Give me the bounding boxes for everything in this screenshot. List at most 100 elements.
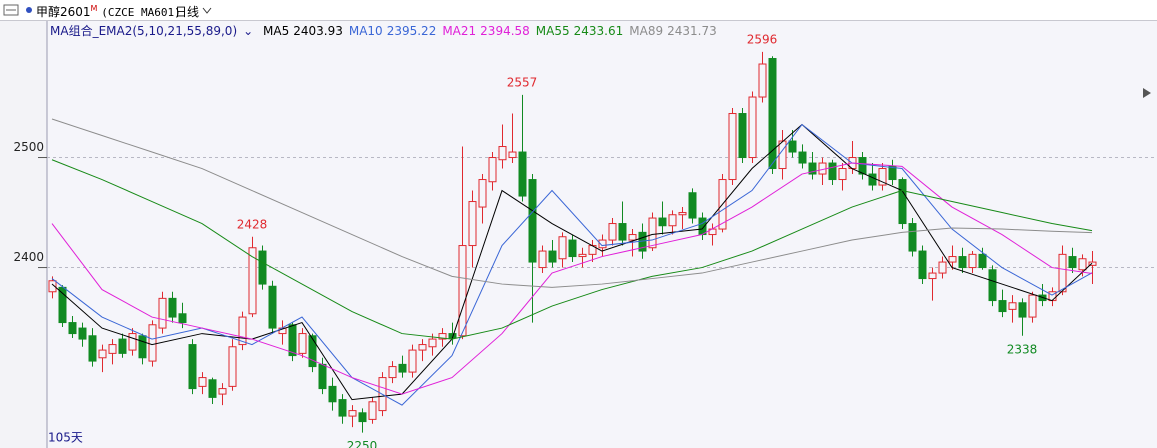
ma-line xyxy=(51,162,1093,395)
candle-body xyxy=(668,214,677,227)
legend-name: MA55 xyxy=(535,24,570,38)
candle-body xyxy=(528,179,537,263)
candle-body xyxy=(1078,258,1087,271)
candle-body xyxy=(998,300,1007,313)
legend-item: MA89 2431.73 xyxy=(629,24,716,38)
candle-body xyxy=(778,140,787,170)
candle-body xyxy=(828,162,837,181)
candle-body xyxy=(148,324,157,362)
candle-body xyxy=(68,322,77,335)
symbol-flag: M xyxy=(90,4,98,13)
candle-body xyxy=(538,250,547,269)
candle-body xyxy=(978,253,987,269)
candle-body xyxy=(228,346,237,387)
candle-body xyxy=(468,201,477,247)
candle-body xyxy=(608,223,617,241)
symbol-title[interactable]: 甲醇2601M (CZCE MA601) xyxy=(36,3,181,20)
legend-name: MA10 xyxy=(348,24,383,38)
bullet-icon xyxy=(26,7,32,13)
candle-body xyxy=(1028,294,1037,318)
candle-body xyxy=(548,250,557,263)
candle-body xyxy=(268,285,277,329)
candle-body xyxy=(838,168,847,181)
candle-body xyxy=(328,385,337,403)
candle-body xyxy=(1068,256,1077,269)
candle-body xyxy=(408,349,417,373)
candle-body xyxy=(318,363,327,390)
ma-line xyxy=(51,123,1093,406)
candle-body xyxy=(198,377,207,387)
dropdown-icon[interactable] xyxy=(201,5,213,17)
legend-item: MA21 2394.58 xyxy=(442,24,529,38)
candle-body xyxy=(98,349,107,359)
candle-body xyxy=(1088,261,1097,266)
candle-body xyxy=(648,217,657,249)
legend-value: 2395.22 xyxy=(386,24,437,38)
candle-body xyxy=(178,313,187,324)
candle-body xyxy=(728,113,737,181)
legend-item: MA55 2433.61 xyxy=(536,24,623,38)
candle-body xyxy=(1008,302,1017,310)
ma-line xyxy=(51,159,1093,340)
candle-body xyxy=(938,261,947,274)
candle-body xyxy=(508,151,517,159)
legend-name: MA21 xyxy=(442,24,477,38)
candle-body xyxy=(168,297,177,318)
candle-body xyxy=(138,335,147,359)
candle-body xyxy=(88,335,97,362)
menu-icon[interactable] xyxy=(2,2,24,18)
legend-value: 2403.93 xyxy=(293,24,343,38)
legend-item: MA5 2403.93 xyxy=(263,24,343,38)
candle-body xyxy=(418,344,427,351)
indicator-name[interactable]: MA组合_EMA2(5,10,21,55,89,0) xyxy=(50,24,238,38)
y-tick-label: 2500 xyxy=(13,140,44,154)
candle-body xyxy=(698,217,707,236)
high-label: 2596 xyxy=(747,32,778,46)
candle-body xyxy=(388,366,397,379)
candle-body xyxy=(618,223,627,241)
symbol-code: (CZCE MA601) xyxy=(101,6,181,19)
candle-body xyxy=(628,234,637,241)
legend-name: MA89 xyxy=(629,24,664,38)
candle-body xyxy=(918,250,927,280)
candle-body xyxy=(898,179,907,225)
legend-value: 2431.73 xyxy=(667,24,717,38)
candle-body xyxy=(48,280,57,293)
scroll-arrow[interactable] xyxy=(1143,88,1151,98)
candle-body xyxy=(58,286,67,324)
low-label: 2338 xyxy=(1007,342,1038,356)
candle-body xyxy=(558,236,567,260)
symbol-name: 甲醇2601 xyxy=(36,5,91,19)
candle-body xyxy=(568,239,577,258)
dropdown-arrow[interactable]: ⌄ xyxy=(243,24,254,38)
candle-body xyxy=(308,335,317,368)
ma-line xyxy=(51,118,1093,288)
candle-body xyxy=(1018,302,1027,318)
candle-body xyxy=(868,173,877,186)
legend: MA组合_EMA2(5,10,21,55,89,0) ⌄ MA5 2403.93 MA… xyxy=(50,22,723,39)
candle-body xyxy=(368,401,377,420)
candle-body xyxy=(958,256,967,269)
period[interactable]: 日线 xyxy=(175,5,200,19)
candle-body xyxy=(578,253,587,258)
candle-body xyxy=(808,162,817,175)
candle-body xyxy=(658,217,667,227)
candle-body xyxy=(188,344,197,390)
candle-body xyxy=(108,344,117,354)
legend-name: MA5 xyxy=(263,24,290,38)
candle-body xyxy=(238,316,247,346)
legend-item: MA10 2395.22 xyxy=(349,24,436,38)
candle-body xyxy=(428,338,437,348)
candle-body xyxy=(128,333,137,351)
candle-body xyxy=(358,412,367,423)
candle-body xyxy=(858,157,867,175)
candle-body xyxy=(928,272,937,280)
candle-body xyxy=(518,151,527,197)
candle-body xyxy=(678,212,687,216)
candle-body xyxy=(288,324,297,357)
candle-body xyxy=(208,379,217,398)
candle-body xyxy=(688,192,697,219)
candle-body xyxy=(218,388,227,395)
candle-body xyxy=(78,327,87,340)
